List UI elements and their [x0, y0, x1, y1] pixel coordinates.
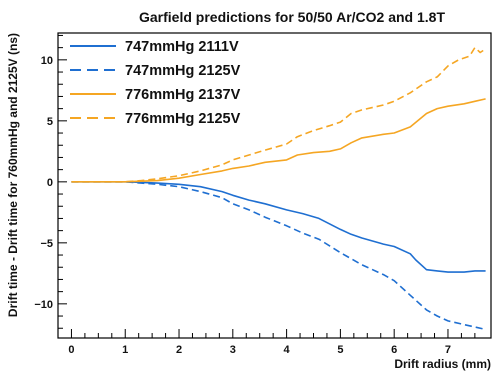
legend-label: 776mmHg 2137V	[125, 87, 241, 103]
series-line-3	[71, 98, 486, 183]
x-tick-label: 5	[337, 344, 343, 356]
plot-frame	[57, 32, 492, 339]
x-axis-ticks: 0 1 2 3 4 5 6 7	[68, 329, 476, 356]
legend-label: 747mmHg 2111V	[125, 39, 239, 55]
legend-label: 747mmHg 2125V	[125, 63, 241, 79]
y-tick-label: −5	[40, 238, 53, 250]
legend-label: 776mmHg 2125V	[125, 111, 241, 127]
x-axis-label: Drift radius (mm)	[394, 357, 491, 371]
series-lines	[71, 46, 487, 331]
y-axis-ticks: −10 −5 0 5 10	[34, 34, 67, 329]
x-tick-label: 4	[284, 344, 291, 356]
series-line-4	[71, 46, 487, 183]
legend: 747mmHg 2111V 747mmHg 2125V 776mmHg 2137V 7…	[70, 39, 241, 127]
series-line-2	[71, 181, 486, 331]
y-axis-label: Drift time - Drift time for 760mmHg and …	[6, 33, 20, 317]
x-tick-label: 1	[122, 344, 128, 356]
x-tick-label: 6	[391, 344, 397, 356]
series-line-1	[71, 181, 486, 273]
x-tick-label: 0	[68, 344, 74, 356]
chart-title: Garfield predictions for 50/50 Ar/CO2 an…	[139, 9, 445, 25]
x-tick-label: 3	[230, 344, 236, 356]
y-tick-label: 10	[41, 55, 53, 67]
y-tick-label: 5	[47, 116, 53, 128]
x-tick-label: 7	[445, 344, 451, 356]
y-tick-label: −10	[34, 299, 53, 311]
x-tick-label: 2	[176, 344, 182, 356]
y-tick-label: 0	[47, 177, 53, 189]
